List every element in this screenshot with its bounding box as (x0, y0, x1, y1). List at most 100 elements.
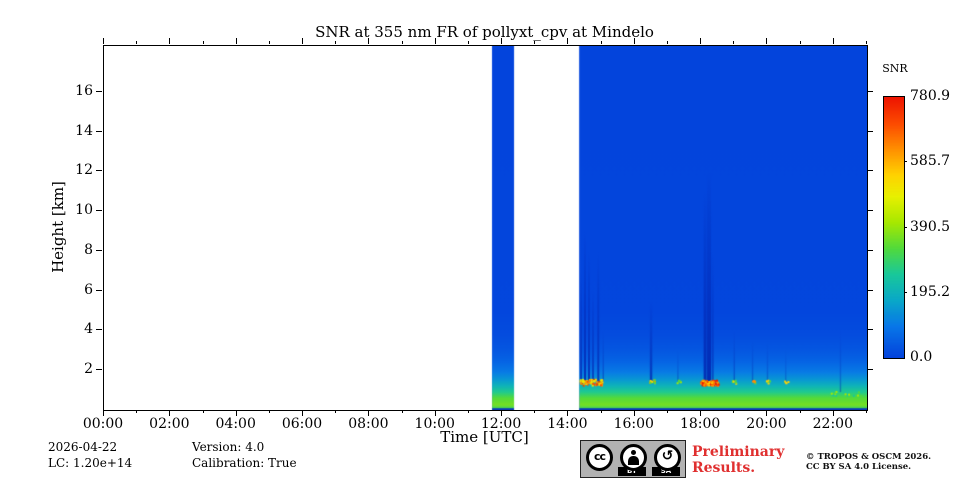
axis-tick (136, 41, 138, 44)
axis-tick (832, 410, 834, 416)
axis-tick (467, 41, 469, 44)
axis-tick (799, 41, 801, 44)
measurement-date: 2026-04-22 (48, 440, 118, 454)
axis-tick (302, 410, 304, 416)
axis-tick (235, 38, 237, 44)
y-axis-label: Height [km] (49, 181, 67, 273)
axis-tick (733, 410, 735, 413)
axis-tick (368, 410, 370, 416)
x-tick-label: 18:00 (679, 416, 721, 432)
axis-tick (501, 410, 503, 416)
y-tick-label: 8 (84, 241, 93, 258)
colorbar-tick-label: 585.7 (910, 153, 951, 170)
calibration-info: Calibration: True (192, 456, 297, 470)
axis-tick (434, 410, 436, 416)
axis-tick (103, 38, 104, 44)
axis-tick (733, 41, 735, 44)
axis-tick (600, 41, 602, 44)
colorbar-tick-label: 390.5 (910, 218, 951, 235)
cc-by-person-icon (620, 444, 647, 471)
axis-tick (467, 410, 469, 413)
axis-tick (103, 410, 104, 416)
x-tick-label: 22:00 (812, 416, 853, 432)
colorbar-tick (904, 161, 907, 163)
axis-tick (832, 38, 834, 44)
colorbar-tick (904, 291, 907, 293)
x-tick-label: 06:00 (281, 416, 323, 432)
colorbar-canvas (884, 97, 904, 358)
axis-tick (169, 410, 171, 416)
axis-tick (96, 369, 102, 371)
colorbar-tick-label: 0.0 (910, 349, 933, 365)
axis-tick (700, 38, 702, 44)
cc-license-badge: cc BY SA ↺ (580, 440, 686, 478)
axis-tick (666, 410, 668, 413)
colorbar-tick-label: 780.9 (910, 88, 951, 104)
axis-tick (96, 90, 102, 92)
x-axis-label: Time [UTC] (440, 428, 529, 446)
heatmap-canvas (104, 46, 867, 410)
x-tick-label: 08:00 (348, 416, 389, 432)
cc-sa-bar: SA (652, 467, 680, 476)
axis-tick (335, 410, 337, 413)
axis-tick (235, 410, 237, 416)
version-info: Version: 4.0 (192, 440, 265, 454)
colorbar-tick (904, 226, 907, 228)
axis-tick (700, 410, 702, 416)
axis-tick (766, 410, 768, 416)
axis-tick (302, 38, 304, 44)
axis-tick (268, 41, 270, 44)
y-tick-label: 12 (75, 162, 93, 179)
axis-tick (96, 170, 102, 172)
axis-tick (867, 249, 873, 251)
axis-tick (867, 170, 873, 172)
cc-icon: cc (586, 444, 613, 471)
axis-tick (867, 130, 873, 132)
x-tick-label: 20:00 (746, 416, 787, 432)
axis-tick (268, 410, 270, 413)
axis-tick (96, 249, 102, 251)
axis-tick (136, 410, 138, 413)
axis-tick (867, 289, 873, 291)
axis-tick (401, 410, 403, 413)
colorbar (883, 96, 905, 359)
x-tick-label: 14:00 (547, 416, 588, 432)
colorbar-tick-label: 195.2 (910, 283, 951, 300)
x-tick-label: 10:00 (414, 416, 455, 432)
axis-tick (600, 410, 602, 413)
y-tick-label: 4 (84, 321, 93, 338)
axis-tick (799, 410, 801, 413)
axis-tick (368, 38, 370, 44)
axis-tick (666, 41, 668, 44)
axis-tick (766, 38, 768, 44)
axis-tick (866, 41, 867, 44)
cc-sa-arrow-icon: ↺ (654, 444, 681, 471)
axis-tick (501, 38, 503, 44)
axis-tick (434, 38, 436, 44)
axis-tick (335, 41, 337, 44)
axis-tick (867, 90, 873, 92)
y-tick-label: 14 (75, 122, 93, 139)
y-tick-label: 6 (84, 281, 93, 298)
x-tick-label: 02:00 (149, 416, 190, 432)
axis-tick (567, 410, 569, 416)
x-tick-label: 04:00 (215, 416, 256, 432)
axis-tick (867, 329, 873, 331)
axis-tick (401, 41, 403, 44)
colorbar-title: SNR (882, 62, 908, 75)
x-tick-label: 00:00 (82, 416, 124, 432)
axis-tick (866, 410, 867, 413)
axis-tick (96, 130, 102, 132)
axis-tick (534, 410, 536, 413)
axis-tick (96, 210, 102, 212)
axis-tick (633, 38, 635, 44)
lidar-constant: LC: 1.20e+14 (48, 456, 133, 470)
axis-tick (867, 210, 873, 212)
axis-tick (534, 41, 536, 44)
y-tick-label: 16 (75, 82, 93, 99)
cc-by-bar: BY (618, 467, 646, 476)
axis-tick (202, 410, 204, 413)
axis-tick (633, 410, 635, 416)
preliminary-results-notice: Preliminary Results. (692, 444, 785, 476)
